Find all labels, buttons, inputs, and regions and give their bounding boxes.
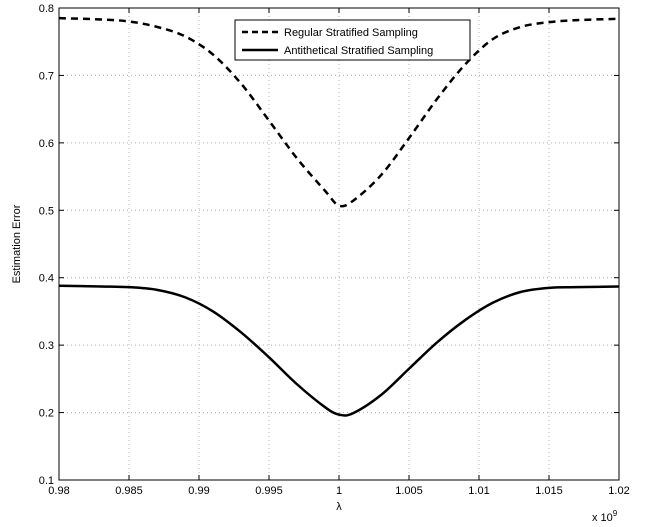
x-axis-multiplier-exponent: 9 <box>613 509 618 518</box>
y-tick-label: 0.7 <box>39 70 54 82</box>
x-tick-label: 1.015 <box>535 485 563 497</box>
x-tick-label: 0.995 <box>255 485 283 497</box>
legend-label-regular: Regular Stratified Sampling <box>284 27 418 39</box>
x-tick-label: 1.005 <box>395 485 423 497</box>
x-tick-label: 0.99 <box>188 485 209 497</box>
x-tick-label: 1 <box>336 485 342 497</box>
x-axis-label: λ <box>336 501 342 513</box>
x-axis-multiplier: x 109 <box>592 509 618 524</box>
legend-label-antithetical: Antithetical Stratified Sampling <box>284 45 433 57</box>
legend-box <box>234 19 471 61</box>
x-tick-label: 0.985 <box>115 485 143 497</box>
grid <box>59 8 619 480</box>
legend: Regular Stratified Sampling Antithetical… <box>234 19 471 61</box>
y-tick-label: 0.8 <box>39 3 54 15</box>
series-layer <box>58 16 620 417</box>
y-tick-label: 0.2 <box>39 408 54 420</box>
x-tick-label: 1.01 <box>468 485 489 497</box>
series-antithetical-line <box>58 284 620 417</box>
y-tick-label: 0.5 <box>39 205 54 217</box>
y-axis-label: Estimation Error <box>11 204 23 283</box>
x-tick-label: 0.98 <box>48 485 69 497</box>
x-axis-multiplier-base: x 10 <box>592 512 613 524</box>
y-tick-label: 0.1 <box>39 475 54 487</box>
y-tick-label: 0.6 <box>39 138 54 150</box>
y-tick-label: 0.4 <box>39 273 54 285</box>
y-tick-label: 0.3 <box>39 340 54 352</box>
x-tick-label: 1.02 <box>608 485 629 497</box>
axes: 0.98 0.985 0.99 0.995 1 1.005 1.01 1.015 1.02 0.1… <box>39 3 630 497</box>
